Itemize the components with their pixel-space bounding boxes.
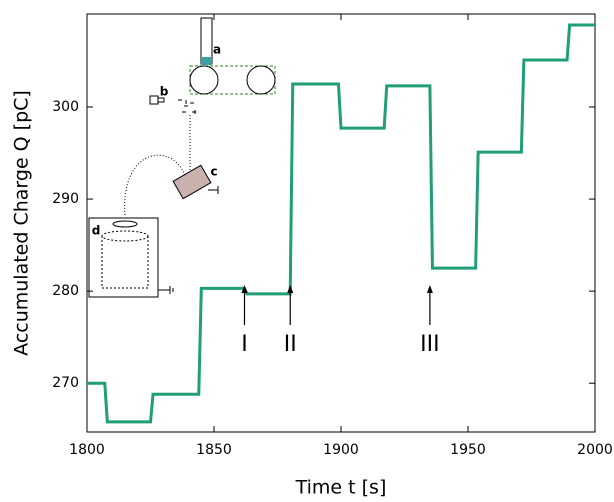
plot-frame xyxy=(86,13,596,433)
x-tick-label: 2000 xyxy=(577,442,613,458)
y-tick-label: 270 xyxy=(52,375,79,391)
arrow-head xyxy=(426,285,433,293)
ground xyxy=(208,186,219,194)
x-tick-label: 1850 xyxy=(196,442,232,458)
x-axis-label: Time t [s] xyxy=(295,477,387,499)
arrow-head xyxy=(287,285,294,293)
roller xyxy=(189,65,219,95)
inset-label: d xyxy=(92,224,101,238)
y-axis-label: Accumulated Charge Q [pC] xyxy=(11,90,33,356)
x-tick-label: 1900 xyxy=(323,442,359,458)
belt xyxy=(189,65,276,95)
annotation-label: II xyxy=(284,332,297,357)
tube-fill xyxy=(201,57,212,65)
probe xyxy=(149,95,159,105)
annotation-label: I xyxy=(241,332,248,357)
cup xyxy=(101,236,149,289)
wire xyxy=(124,154,186,216)
cup-rim xyxy=(101,230,149,242)
faraday-box xyxy=(88,217,159,298)
charges xyxy=(178,99,196,114)
y-tick-label: 280 xyxy=(52,283,79,299)
inset-diagram xyxy=(88,17,276,298)
plate xyxy=(172,164,212,200)
ground xyxy=(158,286,174,294)
roller xyxy=(246,65,276,95)
arrow-head xyxy=(241,285,248,293)
x-tick-label: 1950 xyxy=(450,442,486,458)
annotation-label: III xyxy=(420,332,439,357)
y-tick-label: 290 xyxy=(52,191,79,207)
data-line xyxy=(87,23,595,424)
inset-label: b xyxy=(160,85,169,99)
probe-tip xyxy=(157,97,165,103)
inset-label: c xyxy=(210,165,217,179)
y-tick-label: 300 xyxy=(52,99,79,115)
x-tick-label: 1800 xyxy=(69,442,105,458)
inset-label: a xyxy=(213,43,221,57)
lid xyxy=(112,220,138,228)
